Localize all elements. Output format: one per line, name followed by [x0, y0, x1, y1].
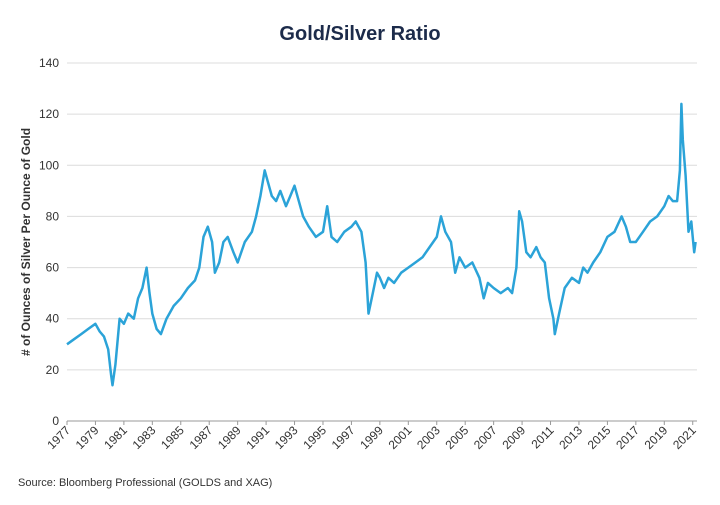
x-tick-label: 2001 — [386, 423, 415, 452]
y-tick-label: 120 — [39, 107, 59, 121]
x-tick-label: 1981 — [101, 423, 130, 452]
x-tick-label: 1979 — [73, 423, 102, 452]
x-tick-label: 2013 — [556, 423, 585, 452]
x-tick-label: 2017 — [613, 423, 642, 452]
x-tick-label: 1993 — [272, 423, 301, 452]
y-axis-label: # of Ounces of Silver Per Ounce of Gold — [19, 128, 33, 356]
y-tick-label: 60 — [46, 261, 60, 275]
x-tick-label: 2011 — [528, 423, 556, 451]
data-line — [66, 102, 697, 387]
x-tick-label: 2007 — [471, 423, 500, 452]
x-tick-label: 1991 — [243, 423, 272, 452]
y-tick-label: 140 — [39, 56, 59, 70]
x-tick-label: 1989 — [215, 423, 244, 452]
x-tick-label: 1985 — [158, 423, 187, 452]
x-tick-label: 1983 — [130, 423, 159, 452]
x-tick-label: 2015 — [585, 423, 614, 452]
y-tick-label: 80 — [46, 209, 60, 223]
x-tick-label: 1977 — [44, 423, 73, 452]
source-note: Source: Bloomberg Professional (GOLDS an… — [18, 477, 272, 489]
x-tick-label: 2021 — [670, 423, 699, 452]
y-tick-label: 100 — [39, 158, 59, 172]
x-tick-label: 1997 — [329, 423, 358, 452]
chart-title: Gold/Silver Ratio — [279, 23, 440, 45]
x-tick-label: 2005 — [443, 423, 472, 452]
y-tick-label: 20 — [46, 363, 60, 377]
x-tick-label: 2009 — [499, 423, 528, 452]
y-tick-label: 40 — [46, 312, 60, 326]
x-tick-label: 1995 — [300, 423, 329, 452]
x-tick-label: 1987 — [187, 423, 216, 452]
x-tick-label: 2003 — [414, 423, 443, 452]
x-tick-label: 2019 — [642, 423, 671, 452]
y-tick-label: 0 — [52, 414, 59, 428]
x-tick-label: 1999 — [357, 423, 386, 452]
